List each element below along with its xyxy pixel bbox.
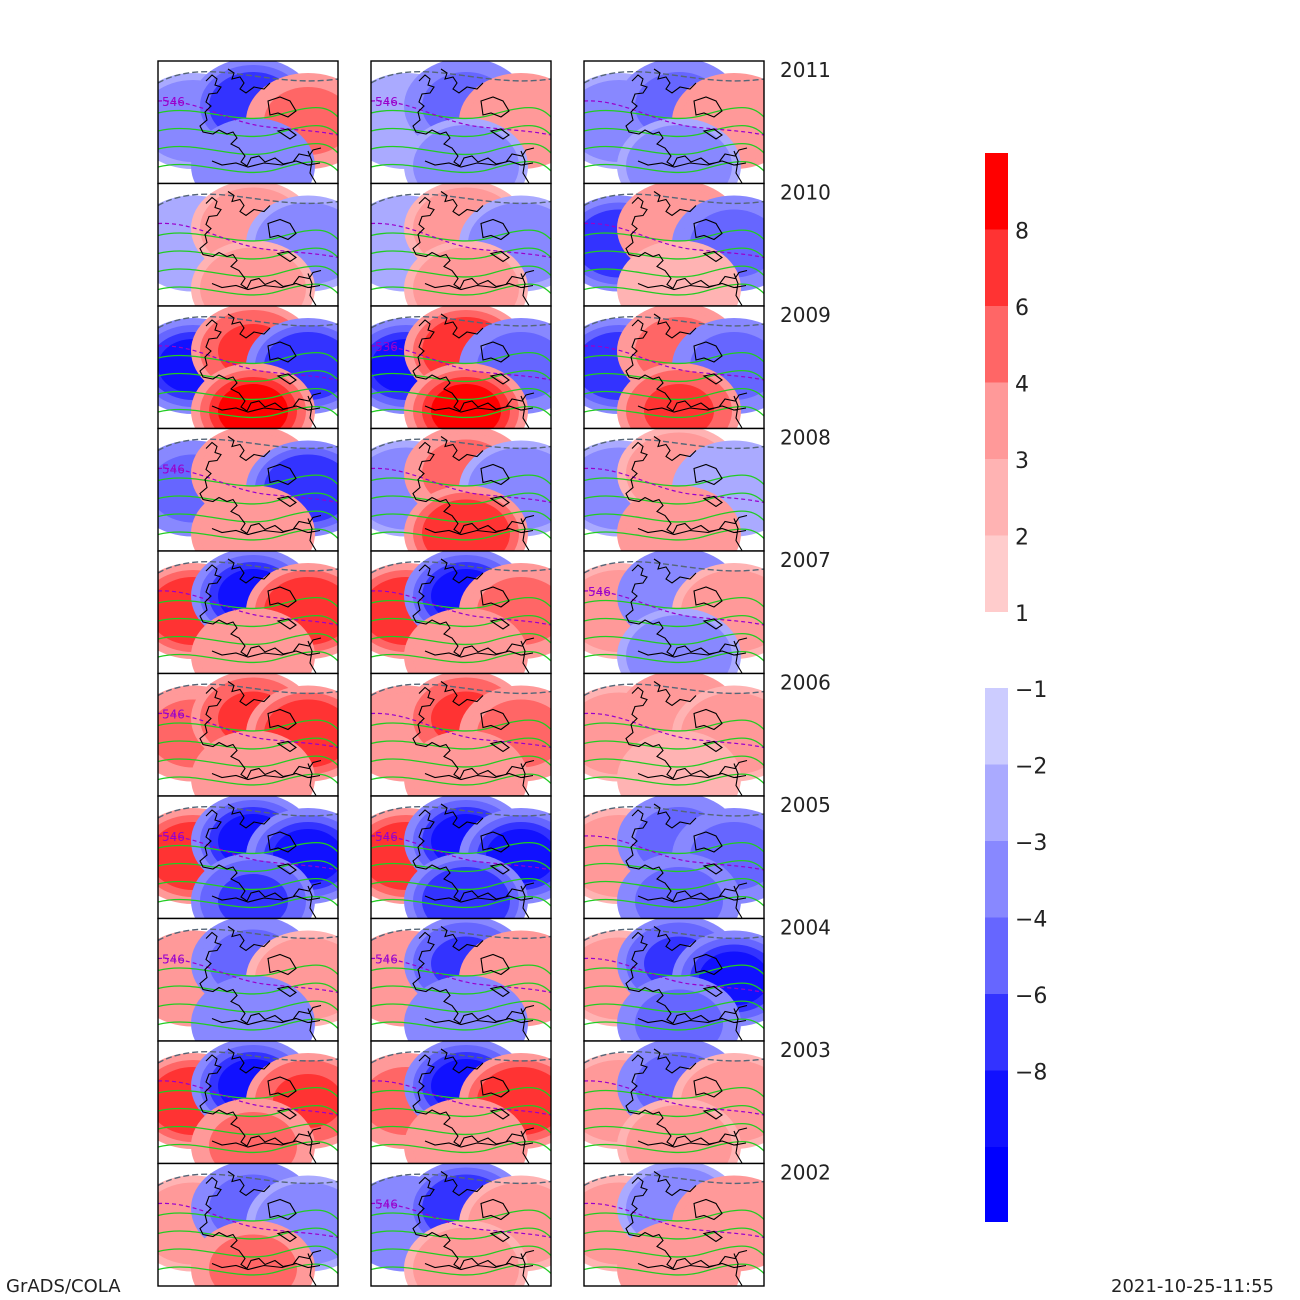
map-panel bbox=[370, 427, 552, 552]
year-label: 2004 bbox=[780, 916, 831, 940]
colorbar-segment bbox=[985, 917, 1008, 994]
year-label: 2005 bbox=[780, 793, 831, 817]
map-panel: 546 bbox=[370, 1162, 552, 1287]
map-panel bbox=[583, 60, 765, 185]
map-panel: 546 bbox=[157, 60, 339, 185]
map-panel bbox=[157, 550, 339, 675]
year-label: 2009 bbox=[780, 303, 831, 327]
year-label: 2007 bbox=[780, 548, 831, 572]
contour-label: 546 bbox=[162, 830, 185, 844]
colorbar-segment bbox=[985, 1147, 1008, 1222]
colorbar-segment bbox=[985, 1070, 1008, 1147]
panel-grid: 546 546 536 546 546 546 546 546 546 546 546 bbox=[157, 60, 765, 1287]
map-panel: 546 bbox=[370, 60, 552, 185]
map-panel bbox=[583, 917, 765, 1042]
colorbar-tick-label: 4 bbox=[1015, 373, 1029, 398]
colorbar-segment bbox=[985, 459, 1008, 536]
contour-label: 546 bbox=[375, 1198, 398, 1212]
colorbar-tick-label: 8 bbox=[1015, 220, 1029, 245]
map-panel bbox=[370, 550, 552, 675]
colorbar-tick-label: −1 bbox=[1015, 678, 1047, 703]
map-panel bbox=[583, 427, 765, 552]
contour-label: 536 bbox=[375, 340, 398, 354]
map-panel bbox=[583, 305, 765, 430]
colorbar: 8 6 4 3 2 1 −1 −2 −3 −4 −6 −8 bbox=[985, 153, 1047, 1222]
map-panel: 546 bbox=[157, 795, 339, 920]
colorbar-segment bbox=[985, 306, 1008, 383]
map-panel: 546 bbox=[157, 427, 339, 552]
map-panel bbox=[157, 1040, 339, 1165]
year-label: 2011 bbox=[780, 58, 831, 82]
year-label: 2006 bbox=[780, 671, 831, 695]
map-panel bbox=[157, 182, 339, 307]
contour-label: 546 bbox=[162, 708, 185, 722]
map-panel: 546 bbox=[157, 917, 339, 1042]
contour-label: 546 bbox=[375, 953, 398, 967]
colorbar-tick-label: 3 bbox=[1015, 449, 1029, 474]
map-panel: 536 bbox=[370, 305, 552, 430]
map-panel bbox=[157, 1162, 339, 1287]
colorbar-tick-label: −8 bbox=[1015, 1061, 1047, 1086]
colorbar-segment bbox=[985, 382, 1008, 459]
year-labels: 2011 2010 2009 2008 2007 2006 2005 2004 2003 2002 bbox=[780, 58, 831, 1185]
year-label: 2003 bbox=[780, 1038, 831, 1062]
footer-left-label: GrADS/COLA bbox=[6, 1276, 121, 1297]
map-panel bbox=[370, 1040, 552, 1165]
year-label: 2002 bbox=[780, 1161, 831, 1185]
colorbar-tick-label: −6 bbox=[1015, 984, 1047, 1009]
map-panel bbox=[583, 672, 765, 797]
colorbar-tick-label: −2 bbox=[1015, 755, 1047, 780]
colorbar-segment bbox=[985, 535, 1008, 612]
year-label: 2010 bbox=[780, 181, 831, 205]
map-panel: 546 bbox=[157, 672, 339, 797]
colorbar-tick-label: 2 bbox=[1015, 526, 1029, 551]
contour-label: 546 bbox=[375, 830, 398, 844]
map-panel bbox=[583, 1040, 765, 1165]
colorbar-segment bbox=[985, 688, 1008, 765]
contour-label: 546 bbox=[162, 95, 185, 109]
footer-right-timestamp: 2021-10-25-11:55 bbox=[1111, 1276, 1274, 1297]
map-panel bbox=[157, 305, 339, 430]
colorbar-segment bbox=[985, 841, 1008, 918]
map-panel: 546 bbox=[370, 795, 552, 920]
colorbar-tick-label: −3 bbox=[1015, 831, 1047, 856]
year-label: 2008 bbox=[780, 426, 831, 450]
map-panel bbox=[370, 672, 552, 797]
contour-label: 546 bbox=[588, 585, 611, 599]
map-panel bbox=[370, 182, 552, 307]
map-panel bbox=[583, 795, 765, 920]
map-panel bbox=[583, 182, 765, 307]
colorbar-segment bbox=[985, 994, 1008, 1071]
colorbar-segment bbox=[985, 229, 1008, 306]
colorbar-segment bbox=[985, 764, 1008, 841]
contour-label: 546 bbox=[162, 463, 185, 477]
colorbar-segment bbox=[985, 153, 1008, 230]
map-panel: 546 bbox=[370, 917, 552, 1042]
contour-label: 546 bbox=[375, 95, 398, 109]
colorbar-tick-label: 1 bbox=[1015, 602, 1029, 627]
contour-label: 546 bbox=[162, 953, 185, 967]
map-panel bbox=[583, 1162, 765, 1287]
map-panel: 546 bbox=[583, 550, 765, 675]
colorbar-tick-label: −4 bbox=[1015, 908, 1047, 933]
colorbar-tick-label: 6 bbox=[1015, 296, 1029, 321]
